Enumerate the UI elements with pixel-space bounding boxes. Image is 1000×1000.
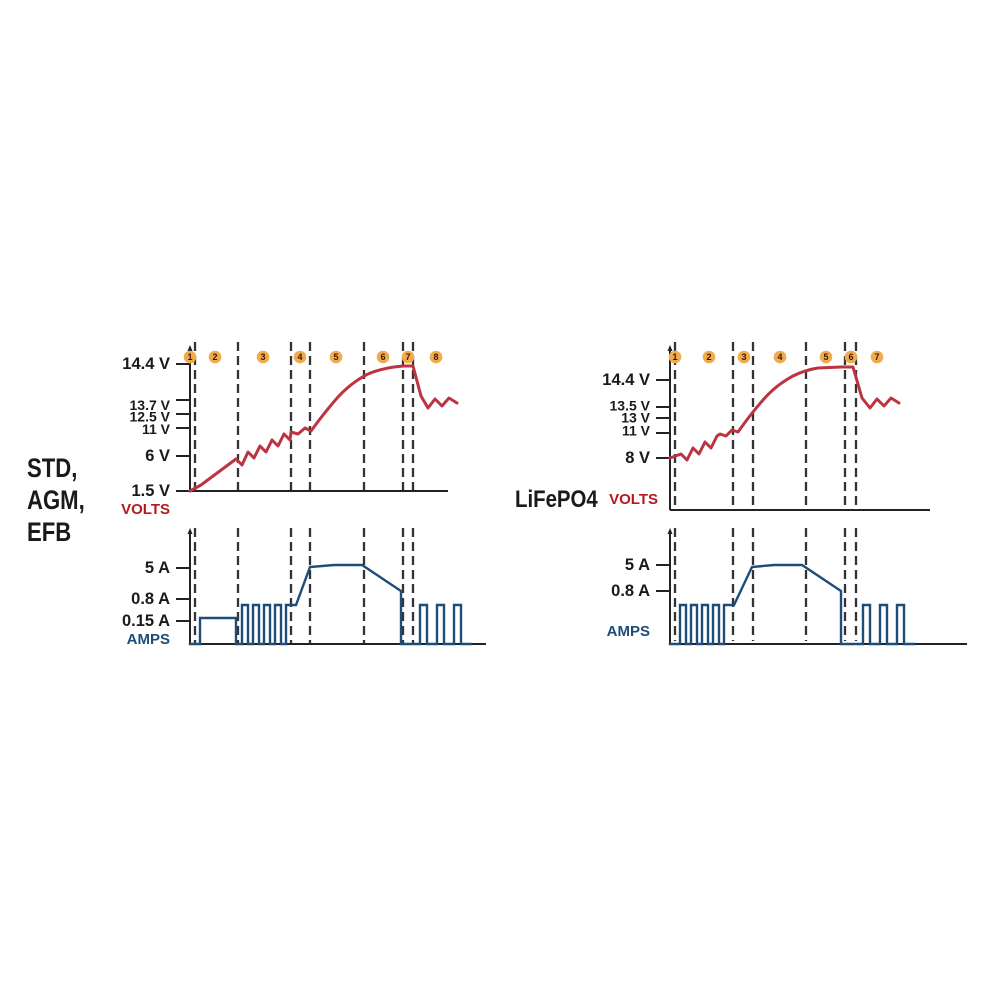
svg-text:VOLTS: VOLTS [121, 501, 170, 518]
svg-text:2: 2 [706, 352, 711, 362]
svg-text:AMPS: AMPS [607, 623, 650, 640]
svg-text:1: 1 [672, 352, 677, 362]
svg-text:1: 1 [187, 352, 192, 362]
svg-text:1.5 V: 1.5 V [131, 482, 170, 500]
svg-text:4: 4 [297, 352, 302, 362]
svg-text:LiFePO4: LiFePO4 [515, 485, 598, 512]
svg-text:3: 3 [260, 352, 265, 362]
svg-text:14.4 V: 14.4 V [122, 355, 170, 373]
svg-text:0.8 A: 0.8 A [611, 582, 650, 600]
svg-text:8: 8 [433, 352, 438, 362]
svg-text:4: 4 [777, 352, 782, 362]
svg-text:11 V: 11 V [622, 423, 651, 439]
svg-text:5 A: 5 A [625, 556, 650, 574]
svg-text:5 A: 5 A [145, 559, 170, 577]
svg-text:14.4 V: 14.4 V [602, 371, 650, 389]
svg-text:VOLTS: VOLTS [609, 491, 658, 508]
svg-text:6: 6 [380, 352, 385, 362]
svg-text:5: 5 [333, 352, 338, 362]
svg-text:11 V: 11 V [142, 421, 171, 437]
svg-text:0.15 A: 0.15 A [122, 612, 170, 630]
svg-text:STD,: STD, [27, 454, 77, 484]
svg-text:0.8 A: 0.8 A [131, 590, 170, 608]
svg-text:7: 7 [874, 352, 879, 362]
svg-text:6: 6 [848, 352, 853, 362]
svg-text:AMPS: AMPS [127, 631, 170, 648]
svg-text:8 V: 8 V [625, 449, 650, 467]
svg-text:6 V: 6 V [145, 447, 170, 465]
svg-text:3: 3 [741, 352, 746, 362]
svg-text:7: 7 [405, 352, 410, 362]
svg-text:AGM,: AGM, [27, 486, 85, 516]
svg-text:2: 2 [212, 352, 217, 362]
svg-text:5: 5 [823, 352, 828, 362]
svg-text:EFB: EFB [27, 518, 71, 548]
